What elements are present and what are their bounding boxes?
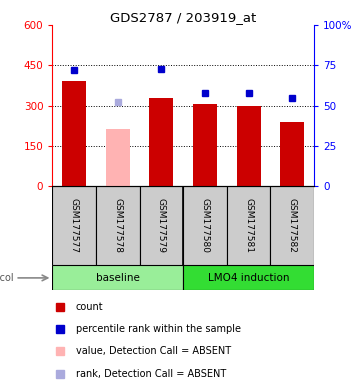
Text: count: count	[76, 301, 104, 311]
Text: baseline: baseline	[96, 273, 140, 283]
Text: protocol: protocol	[0, 273, 14, 283]
Bar	[270, 186, 314, 265]
Bar	[280, 122, 304, 186]
Bar	[237, 106, 261, 186]
Bar	[140, 186, 183, 265]
Text: GSM177579: GSM177579	[157, 199, 166, 253]
Title: GDS2787 / 203919_at: GDS2787 / 203919_at	[110, 11, 256, 24]
Bar	[52, 186, 96, 265]
Text: GSM177577: GSM177577	[70, 199, 79, 253]
Text: GSM177582: GSM177582	[288, 199, 297, 253]
Bar	[183, 186, 227, 265]
Bar	[96, 186, 140, 265]
Bar	[149, 98, 173, 186]
Text: value, Detection Call = ABSENT: value, Detection Call = ABSENT	[76, 346, 231, 356]
Text: GSM177580: GSM177580	[200, 199, 209, 253]
Bar	[193, 104, 217, 186]
Bar	[183, 265, 314, 290]
Bar	[62, 81, 86, 186]
Text: GSM177581: GSM177581	[244, 199, 253, 253]
Text: LMO4 induction: LMO4 induction	[208, 273, 290, 283]
Text: GSM177578: GSM177578	[113, 199, 122, 253]
Bar	[52, 265, 183, 290]
Text: percentile rank within the sample: percentile rank within the sample	[76, 324, 241, 334]
Text: rank, Detection Call = ABSENT: rank, Detection Call = ABSENT	[76, 369, 226, 379]
Bar	[106, 129, 130, 186]
Bar	[227, 186, 270, 265]
